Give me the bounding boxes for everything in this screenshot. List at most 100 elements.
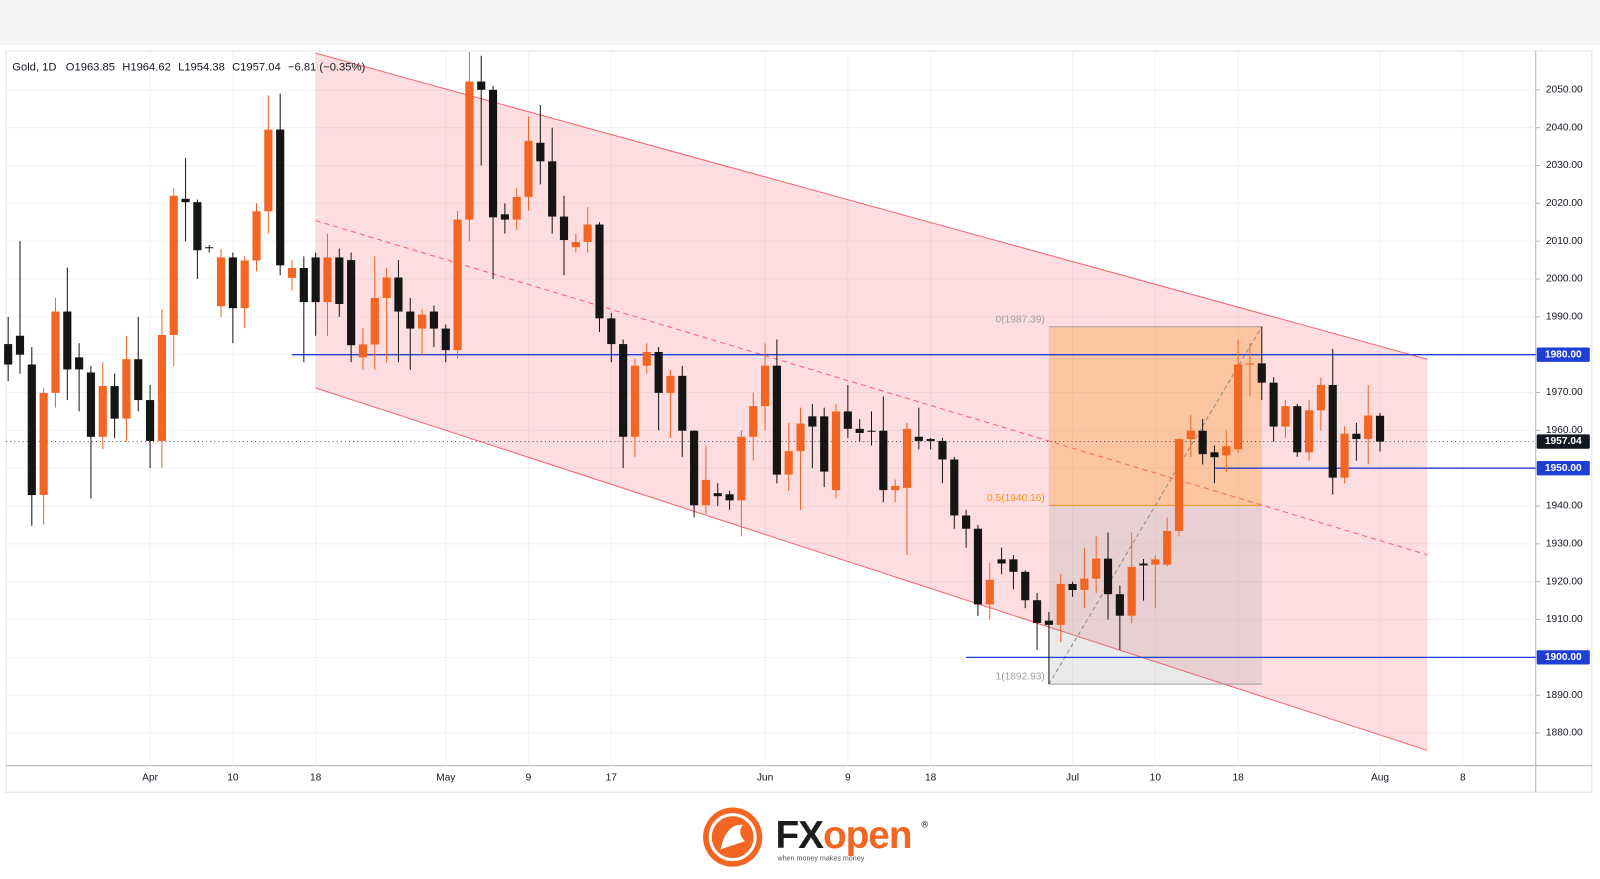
candle-body: [808, 416, 817, 427]
candle-body: [382, 277, 391, 298]
candle-body: [1032, 600, 1042, 623]
channel-upper: [315, 52, 1428, 360]
candle-body: [1269, 382, 1278, 427]
candle-body: [1151, 559, 1160, 565]
x-tick-label: 18: [1232, 773, 1244, 784]
y-tick-label: 2020.00: [1546, 198, 1583, 209]
candle-body: [51, 311, 60, 393]
candle-body: [1210, 452, 1219, 458]
candle-body: [1139, 563, 1148, 566]
fib-level-label: 0(1987.39): [996, 314, 1045, 325]
candle-body: [985, 579, 994, 605]
candle-body: [63, 311, 72, 370]
candle-body: [595, 224, 604, 319]
candle-body: [1103, 558, 1113, 595]
y-tick-label: 1920.00: [1546, 576, 1583, 587]
x-tick-label: Jul: [1066, 773, 1079, 784]
candle-body: [891, 485, 900, 491]
candle-body: [1127, 566, 1136, 616]
candle-body: [1364, 415, 1373, 440]
level-label: 1980.00: [1545, 349, 1582, 360]
candle-body: [630, 365, 640, 437]
candle-body: [406, 311, 415, 329]
candle-body: [86, 372, 96, 437]
candle-body: [760, 365, 770, 407]
level-label-box: [1536, 650, 1590, 665]
candle-body: [843, 411, 852, 429]
close-value: C1957.04: [232, 61, 281, 73]
candle-body: [831, 411, 841, 491]
x-tick-label: 18: [310, 773, 322, 784]
fib-zone: [1048, 326, 1262, 506]
candle-body: [962, 515, 971, 529]
brand-name: FXopen: [776, 814, 912, 857]
candle-body: [335, 257, 344, 304]
candle-body: [1316, 384, 1325, 411]
candle-body: [1198, 430, 1207, 455]
candle-body: [820, 416, 829, 472]
candle-body: [157, 334, 166, 441]
y-tick-label: 2010.00: [1546, 236, 1583, 247]
y-tick-label: 2050.00: [1546, 85, 1583, 96]
fib-level-label: 0.5(1940.16): [987, 493, 1045, 504]
candle-body: [737, 436, 746, 501]
candle-body: [772, 365, 781, 475]
candle-body: [4, 344, 13, 365]
candle-body: [1092, 558, 1101, 579]
last-price-label: 1957.04: [1545, 436, 1582, 447]
candle-body: [98, 386, 107, 437]
candle-body: [1340, 433, 1349, 478]
candle-body: [418, 314, 427, 329]
candle-body: [571, 241, 580, 248]
candle-body: [1328, 384, 1337, 478]
candle-body: [524, 140, 533, 197]
candle-body: [429, 311, 438, 329]
candle-body: [666, 375, 675, 393]
candle-body: [39, 392, 48, 496]
symbol-name: Gold, 1D: [12, 61, 56, 73]
fib-trend-line: [1048, 326, 1263, 685]
candle-body: [276, 129, 285, 266]
fib-level-label: 1(1892.93): [996, 672, 1045, 683]
candle-body: [358, 344, 368, 358]
level-label-box: [1536, 347, 1590, 362]
candle-body: [394, 277, 403, 312]
candle-body: [997, 559, 1006, 564]
channel-area: [315, 53, 1428, 751]
candle-body: [701, 479, 711, 506]
candle-body: [500, 214, 509, 220]
candle-body: [193, 202, 202, 251]
footer-logo: FXopen ® when money makes money: [703, 807, 928, 867]
candle-body: [1163, 530, 1172, 565]
candle-body: [654, 352, 663, 393]
candle-body: [1257, 363, 1266, 383]
drawing-layer: [6, 52, 1536, 751]
brand-tagline: when money makes money: [777, 854, 865, 862]
candle-body: [323, 257, 332, 303]
candle-body: [926, 439, 935, 441]
x-tick-label: 9: [526, 773, 532, 784]
candle-body: [240, 260, 249, 309]
x-tick-label: 17: [606, 773, 618, 784]
candle-body: [1245, 363, 1255, 365]
candle-body: [122, 359, 131, 419]
candles-layer: [4, 51, 1385, 685]
candle-body: [1021, 571, 1030, 601]
candle-body: [938, 440, 947, 460]
candle-body: [465, 81, 474, 220]
candle-body: [1375, 415, 1385, 442]
candle-body: [725, 494, 734, 501]
y-tick-label: 1960.00: [1546, 425, 1583, 436]
candle-body: [536, 142, 545, 162]
candle-body: [1234, 364, 1243, 450]
x-tick-label: Jun: [757, 773, 773, 784]
candle-body: [973, 528, 983, 605]
channel-lower: [315, 387, 1428, 751]
candle-body: [855, 428, 864, 433]
candle-body: [216, 257, 226, 307]
candle-body: [169, 195, 178, 335]
candle-body: [678, 375, 687, 431]
candle-body: [299, 268, 308, 303]
candle-body: [311, 257, 320, 303]
y-tick-label: 1910.00: [1546, 614, 1583, 625]
